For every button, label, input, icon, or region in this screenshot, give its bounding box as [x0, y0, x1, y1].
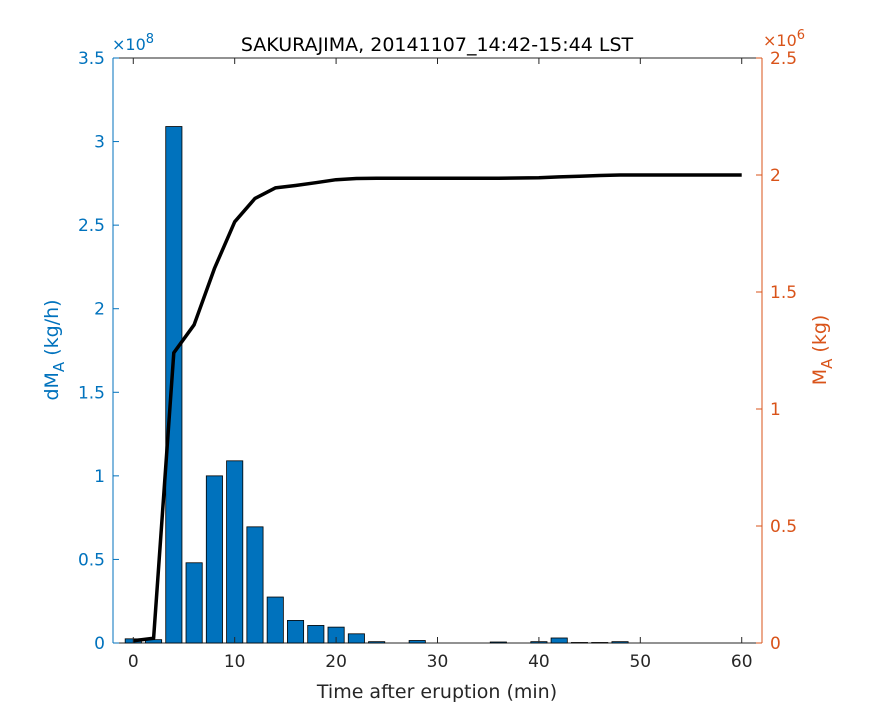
x-axis-label: Time after eruption (min) [316, 681, 557, 703]
right-tick-label: 0.5 [770, 517, 797, 537]
bar [307, 625, 325, 644]
right-axis-label: MA (kg) [809, 315, 836, 386]
svg-text:×108: ×108 [112, 32, 154, 54]
right-tick-label: 2.5 [770, 49, 797, 69]
bars [124, 126, 629, 644]
cumulative-mass-line [133, 173, 742, 643]
bar [165, 126, 183, 644]
x-tick-label: 40 [528, 652, 550, 672]
right-label-main: M [809, 369, 831, 385]
right-label-unit: (kg) [809, 315, 831, 359]
left-axis-label: dMA (kg/h) [41, 299, 68, 400]
bar [246, 526, 264, 644]
left-tick-label: 3.5 [78, 49, 105, 69]
bar [347, 633, 365, 644]
bar [287, 620, 305, 644]
bar [489, 641, 507, 644]
bar [185, 562, 203, 644]
left-tick-label: 2 [94, 300, 105, 320]
left-tick-label: 3 [94, 133, 105, 153]
right-exponent: ×106 [763, 28, 805, 50]
bar [611, 641, 629, 644]
left-tick-label: 0.5 [78, 550, 105, 570]
left-exponent-power: 8 [146, 32, 154, 47]
left-label-main: dM [41, 372, 63, 400]
x-tick-label: 10 [224, 652, 246, 672]
left-label-unit: (kg/h) [41, 299, 63, 361]
bar [591, 642, 609, 644]
line-layer [133, 173, 742, 643]
x-tick-label: 50 [629, 652, 651, 672]
chart-title: SAKURAJIMA, 20141107_14:42-15:44 LST [241, 34, 634, 56]
bar [266, 596, 284, 644]
right-tick-label: 1.5 [770, 283, 797, 303]
svg-text:MA (kg): MA (kg) [809, 315, 836, 386]
right-label-sub: A [818, 358, 836, 369]
bar [226, 460, 244, 644]
bar [550, 637, 568, 644]
axes: 0 0.5 1 1.5 2 2.5 3 3.5 0 0.5 1 1.5 2 2.5 0 10 20 30 40 50 6… [78, 49, 797, 672]
x-tick-label: 30 [427, 652, 449, 672]
bar [205, 475, 223, 644]
x-tick-label: 20 [325, 652, 347, 672]
right-tick-label: 1 [770, 400, 781, 420]
svg-text:×106: ×106 [763, 28, 805, 50]
left-tick-label: 1 [94, 467, 105, 487]
right-exponent-power: 6 [797, 28, 805, 43]
svg-text:dMA (kg/h): dMA (kg/h) [41, 299, 68, 400]
left-tick-label: 2.5 [78, 216, 105, 236]
left-exponent-base: ×10 [112, 35, 146, 54]
left-tick-label: 0 [94, 634, 105, 654]
x-tick-label: 60 [731, 652, 753, 672]
left-exponent: ×108 [112, 32, 154, 54]
bar [570, 642, 588, 644]
right-tick-label: 2 [770, 166, 781, 186]
left-label-sub: A [50, 361, 68, 372]
right-exponent-base: ×10 [763, 31, 797, 50]
left-tick-label: 1.5 [78, 383, 105, 403]
x-tick-label: 0 [128, 652, 139, 672]
bar [368, 641, 386, 644]
right-tick-label: 0 [770, 634, 781, 654]
bar [408, 640, 426, 644]
